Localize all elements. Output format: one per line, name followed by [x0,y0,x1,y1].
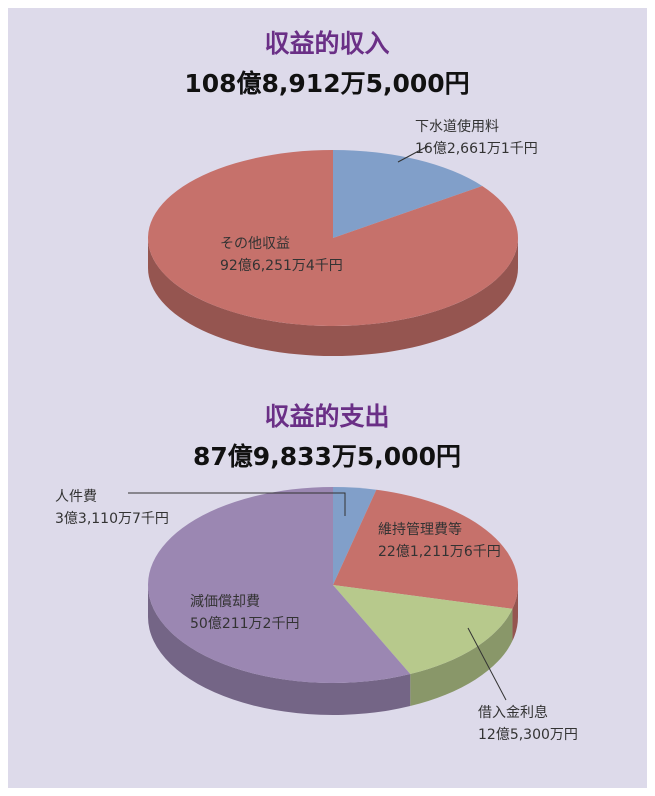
pie-slice-side [410,608,513,707]
slice-label: 人件費 [55,489,97,505]
pie-slice [147,487,411,683]
chart-title: 収益的収入 [264,29,389,58]
pie-slice [333,150,483,238]
pie-slice [333,585,513,675]
chart-subtitle: 108億8,912万5,000円 [184,69,469,98]
pie-slice [333,489,518,609]
slice-label: その他収益 [220,236,290,252]
slice-value-label: 50億211万2千円 [190,616,299,632]
pie-slice-side [147,585,411,715]
slice-value-label: 12億5,300万円 [478,727,578,743]
pie-slice [148,150,518,327]
pie-slice-side [148,238,518,356]
slice-value-label: 92億6,251万4千円 [220,258,343,274]
slice-label: 下水道使用料 [415,118,499,135]
slice-label: 借入金利息 [478,704,548,721]
slice-label: 維持管理費等 [378,521,462,538]
leader-line [467,627,507,701]
pie-slice [333,487,377,585]
slice-value-label: 16億2,661万1千円 [415,141,538,157]
leader-line [397,145,429,163]
chart-title: 収益的支出 [264,402,389,431]
pie-slice-side [512,585,518,641]
slice-value-label: 22億1,211万6千円 [378,544,501,560]
chart-subtitle: 87億9,833万5,000円 [193,442,461,471]
slice-value-label: 3億3,110万7千円 [55,511,169,527]
leader-line [128,492,346,516]
slice-label: 減価償却費 [190,593,260,610]
